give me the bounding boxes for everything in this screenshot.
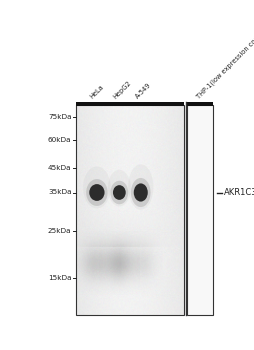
Ellipse shape	[110, 181, 128, 204]
Bar	[187, 105, 212, 315]
Ellipse shape	[83, 167, 110, 209]
Bar	[76, 102, 183, 106]
Ellipse shape	[113, 185, 125, 200]
Ellipse shape	[131, 178, 150, 207]
Text: THP-1(low expression control): THP-1(low expression control)	[195, 25, 254, 100]
Text: 25kDa: 25kDa	[48, 228, 71, 234]
Ellipse shape	[133, 183, 147, 202]
Text: 15kDa: 15kDa	[48, 275, 71, 281]
Text: HeLa: HeLa	[88, 84, 104, 100]
Text: AKR1C3: AKR1C3	[223, 188, 254, 197]
Bar	[76, 105, 183, 315]
Ellipse shape	[89, 184, 104, 201]
Text: A-549: A-549	[134, 82, 152, 100]
Text: 35kDa: 35kDa	[48, 189, 71, 196]
Bar	[187, 102, 212, 106]
Text: 60kDa: 60kDa	[48, 137, 71, 143]
Ellipse shape	[86, 179, 107, 206]
Text: 45kDa: 45kDa	[48, 165, 71, 171]
Text: 75kDa: 75kDa	[48, 114, 71, 120]
Ellipse shape	[107, 170, 130, 206]
Text: HepG2: HepG2	[111, 79, 132, 100]
Ellipse shape	[128, 164, 153, 210]
